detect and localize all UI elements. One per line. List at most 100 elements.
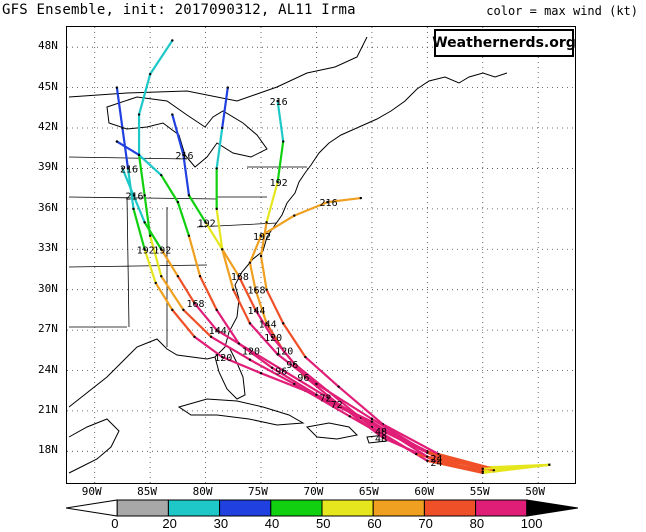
chart-title: GFS Ensemble, init: 2017090312, AL11 Irm… — [2, 2, 356, 18]
track-point — [293, 382, 296, 386]
track-point — [326, 396, 329, 399]
track-point — [348, 415, 351, 418]
track-point — [248, 358, 252, 361]
track-point — [171, 308, 174, 312]
track-segment — [132, 194, 146, 224]
forecast-hour-label: 48 — [375, 434, 387, 445]
track-point — [265, 288, 268, 291]
track-segment — [160, 174, 179, 204]
track-segment — [221, 86, 229, 130]
legend-value-label: 60 — [367, 516, 382, 531]
forecast-hour-label: 96 — [286, 360, 298, 371]
forecast-hour-label: 216 — [270, 97, 288, 108]
track-point — [381, 429, 385, 433]
track-point — [221, 126, 224, 130]
track-point — [121, 167, 124, 170]
state-lines — [68, 156, 307, 347]
track-segment — [143, 221, 163, 251]
canada-border — [68, 36, 368, 102]
forecast-hour-label: 96 — [275, 367, 287, 378]
track-segment — [215, 308, 240, 345]
track-point — [270, 335, 274, 339]
forecast-hour-label: 120 — [264, 333, 282, 344]
track-point — [281, 140, 285, 143]
track-point — [115, 86, 119, 89]
track-segment — [143, 194, 152, 237]
track-segment — [248, 358, 296, 386]
track-point — [160, 173, 163, 177]
track-segment — [198, 275, 218, 311]
track-point — [132, 207, 135, 211]
legend-value-label: 20 — [162, 516, 177, 531]
track-segment — [271, 366, 318, 396]
legend-swatch — [167, 499, 221, 517]
lat-tick-label: 18N — [38, 443, 58, 457]
track-point — [137, 113, 141, 116]
track-point — [221, 355, 224, 359]
forecast-hour-label: 24 — [430, 454, 442, 465]
track-segment — [171, 113, 185, 157]
track-point — [143, 194, 146, 197]
track-point — [415, 452, 418, 456]
track-point — [143, 221, 146, 224]
track-segment — [137, 73, 152, 116]
forecast-hour-label: 96 — [297, 373, 309, 384]
track-segment — [193, 302, 218, 332]
track-segment — [271, 335, 296, 365]
hispaniola — [305, 422, 359, 440]
track-segment — [437, 452, 495, 470]
forecast-hour-label: 216 — [126, 191, 144, 202]
track-point — [132, 194, 135, 197]
track-point — [381, 436, 385, 440]
track-segment — [132, 207, 146, 251]
lon-tick-label: 70W — [303, 485, 324, 498]
lon-tick-label: 85W — [137, 485, 158, 498]
track-point — [337, 385, 340, 388]
track-segment — [259, 214, 296, 237]
map-panel[interactable]: 216 216 216 216 216 192 192 192 192 192 168 168 168 1… — [66, 26, 577, 485]
track-segment — [481, 463, 551, 470]
track-segment — [282, 369, 329, 399]
forecast-hour-label: 216 — [120, 164, 138, 175]
track-segment — [265, 288, 285, 325]
track-segment — [215, 126, 224, 170]
track-segment — [259, 254, 268, 291]
track-segment — [248, 349, 285, 372]
track-segment — [248, 322, 279, 356]
coastlines — [68, 36, 508, 474]
track-point — [209, 335, 213, 339]
lon-tick-label: 50W — [525, 485, 546, 498]
track-segment — [259, 221, 268, 258]
lat-tick-label: 48N — [38, 39, 58, 53]
track-segment — [187, 194, 207, 224]
track-segment — [137, 153, 163, 177]
track-point — [171, 39, 174, 42]
track-point — [265, 221, 268, 224]
legend-swatch — [270, 499, 323, 517]
legend-swatch — [423, 499, 477, 517]
track-segment — [215, 207, 224, 251]
forecast-hour-label: 192 — [153, 245, 171, 256]
track-segment — [282, 322, 307, 359]
track-point — [215, 207, 218, 211]
legend-swatch — [526, 499, 578, 517]
lat-tick-label: 36N — [38, 200, 58, 214]
track-point — [426, 455, 429, 458]
legend-value-label: 50 — [316, 516, 331, 531]
legend-value-label: 40 — [264, 516, 280, 531]
legend-value-label: 80 — [469, 516, 485, 531]
track-point — [370, 417, 374, 421]
lat-tick-label: 21N — [38, 402, 58, 416]
track-segment — [176, 275, 196, 305]
track-segment — [276, 353, 318, 386]
map-canvas[interactable]: 2162162162162161921921921921921681681681… — [67, 27, 577, 485]
track-segment — [204, 221, 224, 251]
lat-tick-label: 27N — [38, 322, 58, 336]
track-segment — [276, 99, 285, 143]
track-segment — [304, 355, 340, 388]
track-segment — [182, 308, 213, 338]
track-point — [187, 194, 191, 197]
forecast-hour-label: 192 — [198, 218, 216, 229]
lat-tick-label: 30N — [38, 281, 58, 295]
track-point — [176, 200, 180, 204]
